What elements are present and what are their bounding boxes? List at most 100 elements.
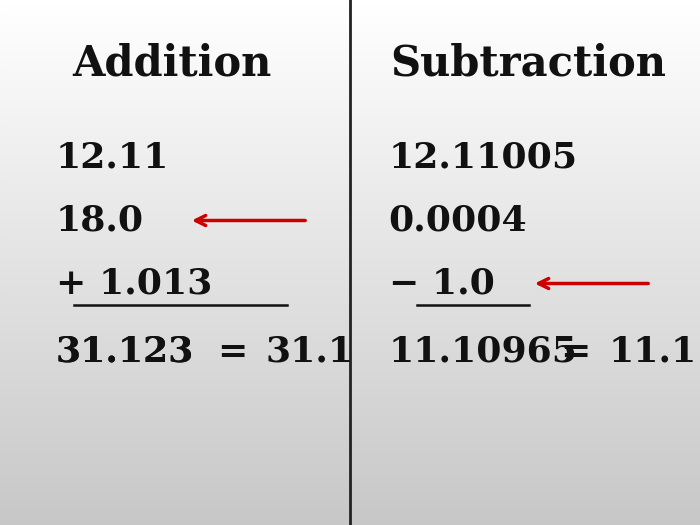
Bar — [0, 257, 700, 259]
Bar — [0, 145, 700, 147]
Text: 12.11: 12.11 — [56, 141, 169, 174]
Bar — [0, 180, 700, 182]
Bar — [0, 240, 700, 242]
Bar — [0, 136, 700, 138]
Bar — [0, 441, 700, 443]
Bar — [0, 516, 700, 518]
Bar — [0, 492, 700, 493]
Bar — [0, 173, 700, 175]
Bar — [0, 38, 700, 40]
Bar — [0, 460, 700, 462]
Bar — [0, 42, 700, 44]
Bar — [0, 74, 700, 75]
Bar — [0, 88, 700, 89]
Bar — [0, 395, 700, 397]
Bar — [0, 506, 700, 508]
Bar — [0, 450, 700, 452]
Bar — [0, 514, 700, 516]
Bar — [0, 67, 700, 68]
Bar — [0, 163, 700, 164]
Bar — [0, 455, 700, 457]
Bar — [0, 12, 700, 14]
Bar — [0, 194, 700, 196]
Bar — [0, 149, 700, 151]
Bar — [0, 500, 700, 502]
Bar — [0, 65, 700, 67]
Bar — [0, 371, 700, 373]
Bar — [0, 350, 700, 352]
Bar — [0, 44, 700, 46]
Bar — [0, 382, 700, 383]
Bar — [0, 250, 700, 252]
Bar — [0, 212, 700, 214]
Bar — [0, 411, 700, 413]
Text: Subtraction: Subtraction — [391, 42, 666, 84]
Bar — [0, 46, 700, 47]
Bar — [0, 159, 700, 161]
Bar — [0, 387, 700, 388]
Bar — [0, 154, 700, 156]
Bar — [0, 94, 700, 96]
Bar — [0, 331, 700, 332]
Bar — [0, 376, 700, 378]
Bar — [0, 51, 700, 53]
Bar — [0, 504, 700, 506]
Bar — [0, 289, 700, 290]
Bar — [0, 497, 700, 499]
Bar — [0, 236, 700, 238]
Bar — [0, 121, 700, 122]
Bar — [0, 191, 700, 193]
Bar — [0, 151, 700, 152]
Bar — [0, 142, 700, 143]
Bar — [0, 404, 700, 406]
Bar — [0, 355, 700, 357]
Bar — [0, 403, 700, 404]
Bar — [0, 406, 700, 408]
Bar — [0, 187, 700, 189]
Bar — [0, 425, 700, 427]
Bar — [0, 68, 700, 70]
Bar — [0, 2, 700, 4]
Bar — [0, 488, 700, 490]
Bar — [0, 252, 700, 254]
Bar — [0, 513, 700, 514]
Bar — [0, 327, 700, 329]
Bar — [0, 30, 700, 32]
Text: 11.1: 11.1 — [609, 335, 697, 369]
Bar — [0, 523, 700, 525]
Bar — [0, 23, 700, 25]
Bar — [0, 59, 700, 61]
Bar — [0, 14, 700, 16]
Bar — [0, 292, 700, 294]
Bar — [0, 32, 700, 33]
Bar — [0, 196, 700, 198]
Bar — [0, 410, 700, 411]
Bar — [0, 306, 700, 308]
Bar — [0, 388, 700, 390]
Bar — [0, 210, 700, 212]
Bar — [0, 427, 700, 429]
Bar — [0, 264, 700, 266]
Bar — [0, 198, 700, 200]
Bar — [0, 107, 700, 109]
Bar — [0, 520, 700, 521]
Bar — [0, 479, 700, 481]
Bar — [0, 313, 700, 315]
Bar — [0, 10, 700, 12]
Bar — [0, 453, 700, 455]
Bar — [0, 101, 700, 103]
Bar — [0, 299, 700, 301]
Bar — [0, 184, 700, 185]
Bar — [0, 352, 700, 353]
Bar — [0, 452, 700, 453]
Bar — [0, 474, 700, 476]
Bar — [0, 54, 700, 56]
Text: =: = — [217, 335, 247, 369]
Bar — [0, 374, 700, 376]
Bar — [0, 315, 700, 317]
Bar — [0, 47, 700, 49]
Bar — [0, 82, 700, 84]
Bar — [0, 341, 700, 343]
Bar — [0, 247, 700, 248]
Bar — [0, 271, 700, 273]
